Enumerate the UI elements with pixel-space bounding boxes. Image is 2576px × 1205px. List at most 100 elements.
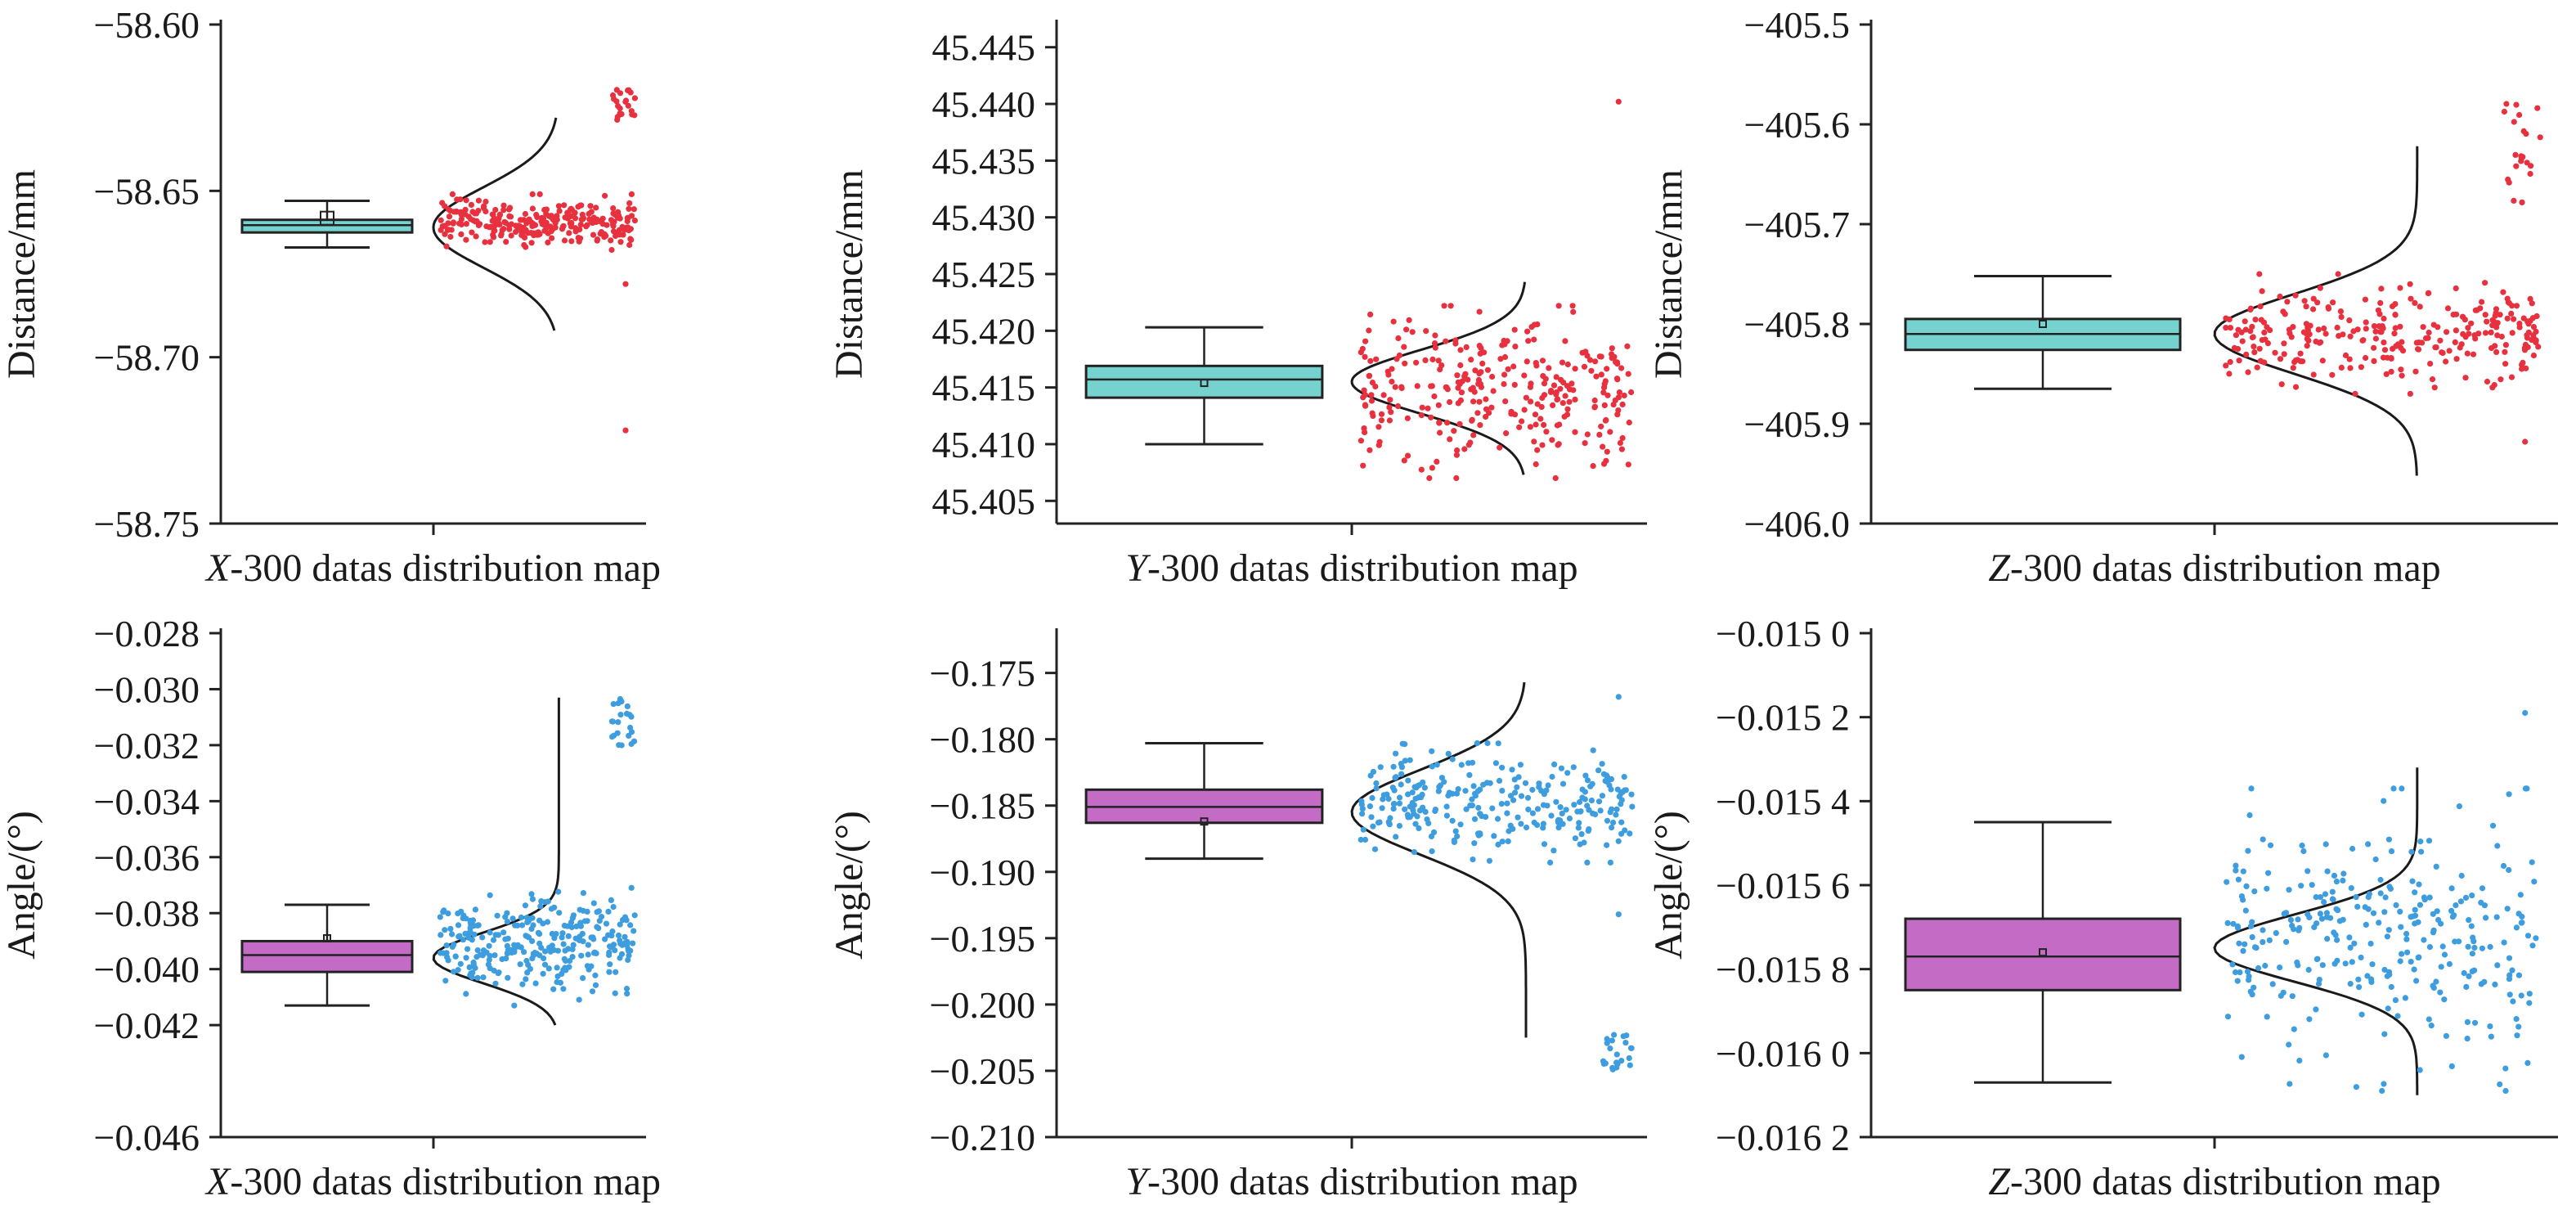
data-point xyxy=(1398,771,1405,777)
data-point xyxy=(556,910,563,916)
data-point xyxy=(2471,332,2478,339)
data-point xyxy=(605,932,612,938)
data-point xyxy=(2453,356,2460,362)
data-point xyxy=(2321,325,2327,332)
data-point xyxy=(487,952,493,960)
data-point xyxy=(2425,335,2431,341)
data-point xyxy=(2504,906,2511,912)
data-point xyxy=(1360,462,1367,469)
data-point xyxy=(2402,995,2408,1001)
data-point xyxy=(2311,924,2318,930)
data-point xyxy=(2437,337,2444,344)
data-point xyxy=(1523,824,1530,831)
data-point xyxy=(2523,365,2529,371)
scatter-points xyxy=(438,87,639,434)
data-point xyxy=(1362,353,1368,360)
data-point xyxy=(1540,802,1547,808)
data-point xyxy=(2254,364,2260,371)
data-point xyxy=(572,215,579,222)
data-point xyxy=(614,114,621,120)
data-point xyxy=(1470,857,1476,863)
data-point xyxy=(1613,359,1620,366)
data-point xyxy=(607,961,613,968)
data-point xyxy=(1467,803,1474,809)
data-point xyxy=(1615,838,1622,844)
data-point xyxy=(2323,910,2330,916)
data-point xyxy=(2388,368,2394,375)
mean-marker xyxy=(1200,379,1209,388)
data-point xyxy=(613,232,619,240)
data-point xyxy=(2524,785,2530,792)
y-tick-label: −0.015 0 xyxy=(1716,613,1850,654)
data-point xyxy=(2408,914,2414,920)
data-point xyxy=(1602,1060,1609,1067)
data-point xyxy=(1582,772,1589,779)
data-point xyxy=(443,950,450,956)
data-point xyxy=(2506,955,2513,961)
data-point xyxy=(2291,1026,2297,1032)
data-point xyxy=(2231,344,2237,351)
data-point xyxy=(2426,838,2433,844)
data-point xyxy=(2277,293,2283,300)
data-point xyxy=(1403,326,1410,333)
data-point xyxy=(2267,842,2274,848)
data-point xyxy=(549,235,555,241)
data-point xyxy=(1360,826,1367,833)
data-point xyxy=(1525,338,1532,344)
data-point xyxy=(1402,806,1408,812)
data-point xyxy=(2520,154,2526,160)
data-point xyxy=(625,956,631,963)
data-point xyxy=(2527,170,2533,178)
data-point xyxy=(518,914,524,921)
data-point xyxy=(2537,134,2543,141)
data-point xyxy=(1566,398,1573,405)
data-point xyxy=(1404,452,1411,459)
y-tick-label: −0.195 xyxy=(930,918,1035,960)
data-point xyxy=(1402,360,1408,366)
data-point xyxy=(2347,944,2354,951)
data-point xyxy=(2519,199,2525,205)
data-point xyxy=(445,957,451,964)
data-point xyxy=(2524,335,2530,341)
data-point xyxy=(547,223,554,230)
data-point xyxy=(2227,358,2233,366)
data-point xyxy=(2237,969,2243,976)
data-point xyxy=(2446,960,2453,968)
data-point xyxy=(462,930,469,937)
data-point xyxy=(519,981,526,987)
data-point xyxy=(1475,804,1482,812)
data-point xyxy=(602,192,608,199)
data-point xyxy=(1420,804,1426,811)
distribution-curve xyxy=(1350,281,1526,475)
data-point xyxy=(503,239,509,245)
data-point xyxy=(2471,938,2477,945)
data-point xyxy=(2257,303,2264,310)
data-point xyxy=(1613,812,1619,818)
data-point xyxy=(617,239,624,245)
data-point xyxy=(524,969,531,976)
data-point xyxy=(1453,452,1460,458)
data-point xyxy=(580,216,586,223)
data-point xyxy=(1470,783,1477,789)
data-point xyxy=(1488,404,1495,411)
data-point xyxy=(1436,784,1443,790)
data-point xyxy=(606,949,613,955)
data-point xyxy=(524,919,531,925)
data-point xyxy=(1480,781,1487,788)
data-point xyxy=(1418,466,1425,473)
data-point xyxy=(2448,907,2455,914)
data-point xyxy=(442,231,448,237)
data-point xyxy=(1469,759,1476,766)
data-point xyxy=(2347,333,2354,339)
data-point xyxy=(2417,303,2423,310)
data-point xyxy=(1496,777,1503,785)
data-point xyxy=(2453,902,2459,909)
data-point xyxy=(1497,356,1504,362)
data-point xyxy=(1415,794,1422,801)
data-point xyxy=(2412,906,2418,913)
data-point xyxy=(1367,357,1374,364)
data-point xyxy=(2478,899,2484,906)
data-point xyxy=(1457,347,1464,353)
data-point xyxy=(2464,1036,2471,1042)
data-point xyxy=(2450,312,2457,318)
